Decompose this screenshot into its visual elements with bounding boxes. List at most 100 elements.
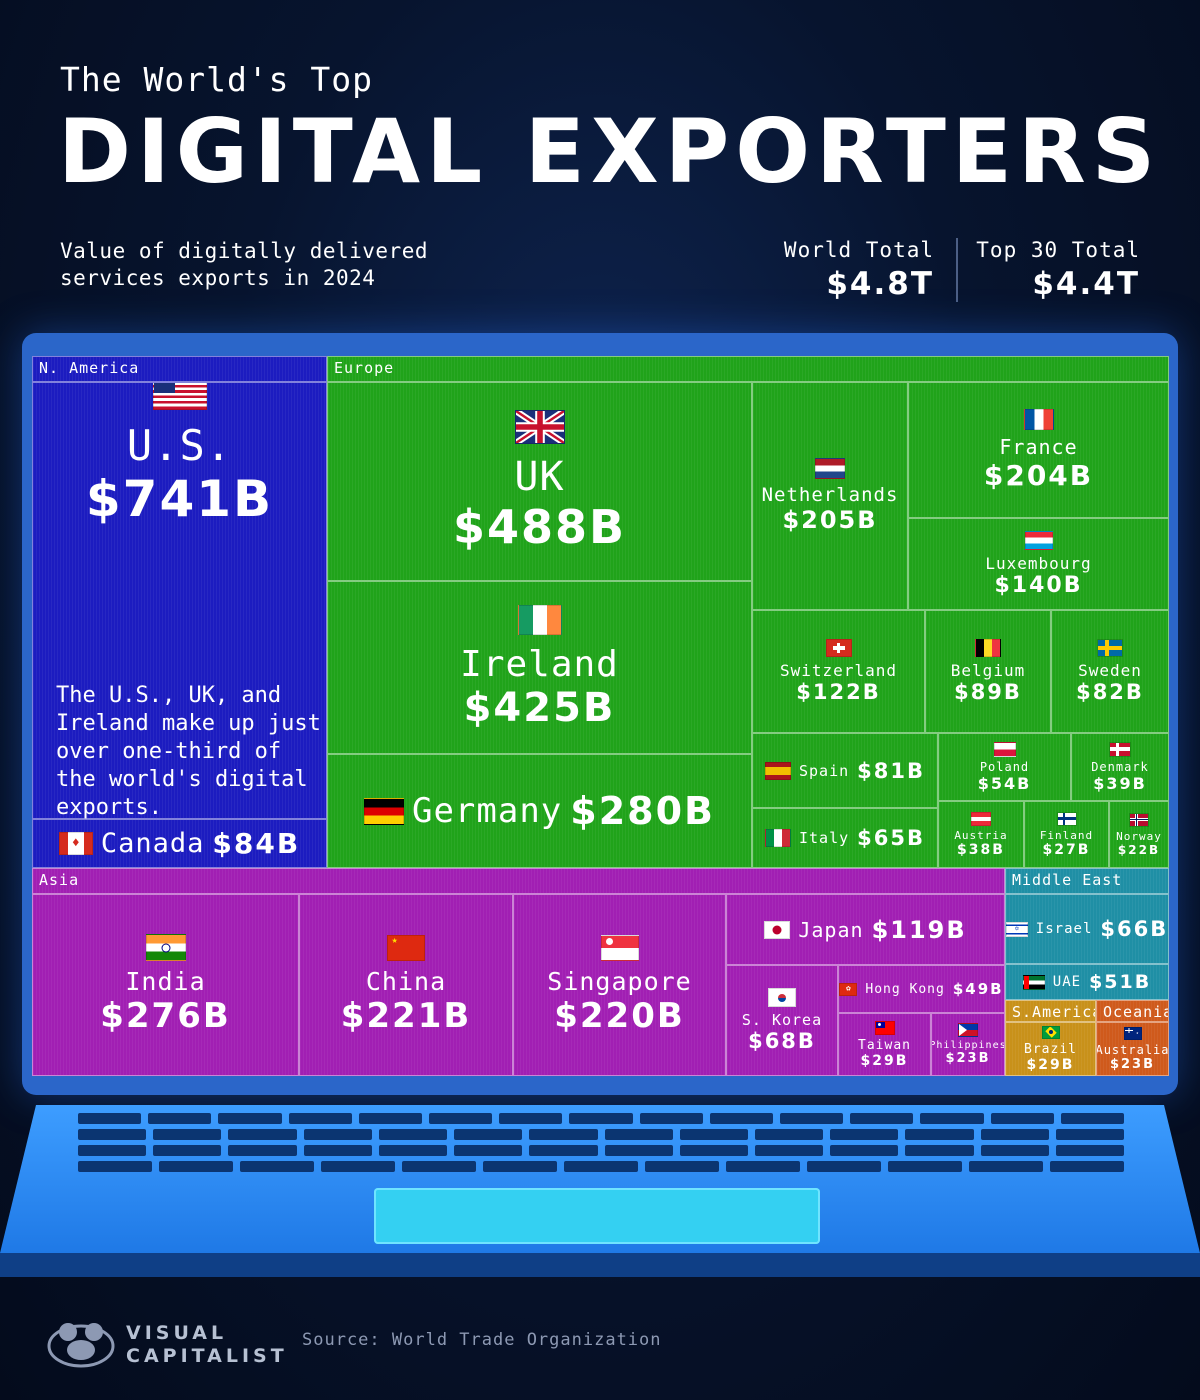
country-name: Norway (1116, 829, 1162, 843)
region-name: S.America (1012, 1003, 1096, 1021)
keyboard-key (604, 1129, 673, 1140)
keyboard-key (483, 1161, 557, 1172)
canada-flag-icon: ♦ (58, 832, 93, 855)
treemap-tile-austria: Austria $38B (938, 801, 1024, 868)
country-name: Brazil (1024, 1041, 1077, 1057)
stat-divider (956, 238, 958, 302)
tile-content: Finland $27B (1025, 802, 1108, 867)
country-value: $23B (945, 1051, 991, 1066)
taiwan-flag-icon (874, 1020, 895, 1035)
brand-line-1: VISUAL (126, 1322, 228, 1344)
keyboard-key (905, 1129, 974, 1140)
country-value: $51B (1089, 971, 1152, 993)
treemap-tile-poland: Poland $54B (938, 733, 1071, 801)
keyboard-key (78, 1145, 147, 1156)
country-value: $204B (983, 458, 1094, 492)
country-name: France (999, 434, 1078, 459)
tile-content: Singapore $220B (514, 895, 725, 1075)
keyboard-key (850, 1113, 914, 1124)
treemap-tile-india: India $276B (32, 894, 299, 1076)
keyboard-key (1050, 1161, 1124, 1172)
country-value: $221B (340, 995, 472, 1036)
keyboard-key (604, 1145, 673, 1156)
treemap-tile-philippines: Philippines $23B (931, 1013, 1005, 1076)
country-value: $84B (212, 827, 301, 860)
country-value: $140B (994, 572, 1083, 598)
keyboard-key (754, 1129, 824, 1140)
country-value: $65B (857, 826, 925, 850)
country-name: Philippines (931, 1040, 1005, 1051)
keyboard-key (78, 1161, 152, 1172)
treemap-tile-u-s: U.S. $741B (32, 382, 327, 819)
tile-content: Sweden $82B (1052, 611, 1168, 732)
region-name: Europe (334, 359, 395, 377)
country-name: Canada (100, 828, 205, 859)
germany-flag-icon (363, 797, 404, 825)
country-name: Italy (799, 829, 850, 847)
subtitle: Value of digitally delivered services ex… (60, 239, 429, 290)
country-name: Denmark (1091, 759, 1149, 774)
keyboard-key (1060, 1113, 1125, 1124)
france-flag-icon (1023, 408, 1054, 430)
country-value: $488B (452, 499, 627, 554)
country-value: $122B (796, 680, 881, 704)
source-note: Source: World Trade Organization (302, 1330, 662, 1350)
keyboard-key (990, 1113, 1054, 1124)
keyboard-key (429, 1113, 493, 1124)
keyboard-key (153, 1129, 222, 1140)
country-name: Netherlands (761, 484, 899, 506)
brand-line-2: CAPITALIST (126, 1345, 288, 1367)
region-label-middle-east: Middle East (1005, 868, 1169, 894)
china-flag-icon: ★ (387, 934, 425, 961)
laptop-base-edge (0, 1253, 1200, 1277)
tile-content: Norway $22B (1110, 802, 1168, 867)
top30-total-value: $4.4T (1032, 266, 1140, 302)
brazil-flag-icon (1041, 1025, 1060, 1039)
country-name: S. Korea (741, 1011, 823, 1029)
keyboard-key (969, 1161, 1043, 1172)
country-name: Luxembourg (985, 553, 1092, 573)
country-value: $82B (1076, 680, 1144, 704)
spain-flag-icon (765, 761, 791, 780)
keyboard-key (303, 1145, 372, 1156)
tile-content: S. Korea $68B (727, 966, 837, 1075)
region-name: Asia (39, 871, 80, 889)
headline: DIGITAL EXPORTERS (58, 100, 1162, 203)
country-name: U.S. (126, 421, 233, 470)
treemap-tile-italy: Italy $65B (752, 808, 938, 868)
tile-content: Brazil $29B (1006, 1023, 1095, 1075)
region-name: Middle East (1012, 871, 1123, 889)
uae-flag-icon (1022, 974, 1045, 990)
keyboard-key (679, 1145, 748, 1156)
country-value: $276B (100, 996, 231, 1036)
keyboard-key (153, 1145, 222, 1156)
tile-content: Ireland $425B (328, 582, 751, 753)
tile-content: ✿ Hong Kong $49B (839, 966, 1004, 1012)
singapore-flag-icon (600, 934, 639, 961)
country-name: UK (514, 453, 565, 500)
top30-total-stat: Top 30 Total $4.4T (976, 238, 1140, 302)
keyboard-key (980, 1145, 1049, 1156)
treemap-tile-sweden: Sweden $82B (1051, 610, 1169, 733)
tile-content: Switzerland $122B (753, 611, 924, 732)
treemap-tile-ireland: Ireland $425B (327, 581, 752, 754)
treemap-chart: N. America U.S. $741B ♦ Canada $84B Europe UK $… (32, 356, 1169, 1076)
keyboard-key (148, 1113, 212, 1124)
treemap-tile-norway: Norway $22B (1109, 801, 1169, 868)
keyboard-key (402, 1161, 476, 1172)
country-name: Switzerland (780, 661, 897, 680)
keyboard-key (358, 1113, 423, 1124)
world-total-value: $4.8T (826, 266, 934, 302)
philippines-flag-icon (958, 1023, 978, 1037)
country-value: $54B (977, 773, 1032, 793)
country-name: Israel (1035, 921, 1093, 937)
country-value: $68B (748, 1029, 816, 1053)
u-s-flag-icon (152, 383, 207, 410)
treemap-tile-hong-kong: ✿ Hong Kong $49B (838, 965, 1005, 1013)
country-value: $81B (857, 758, 925, 783)
tile-content: ♦ Canada $84B (33, 820, 326, 867)
poland-flag-icon (993, 741, 1016, 757)
tile-content: Luxembourg $140B (909, 519, 1168, 609)
luxembourg-flag-icon (1024, 530, 1053, 550)
treemap-tile-canada: ♦ Canada $84B (32, 819, 327, 868)
